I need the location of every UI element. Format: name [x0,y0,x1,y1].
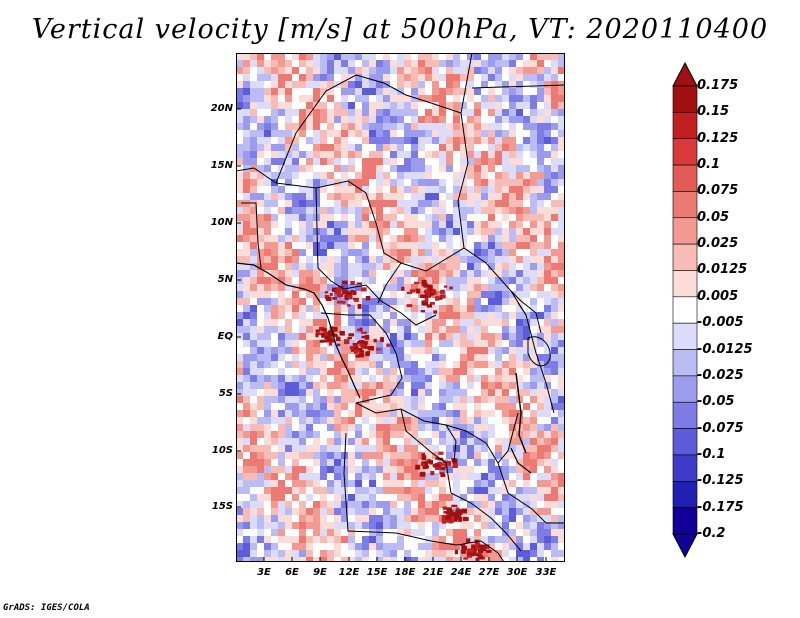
colorbar-bottom-arrow [672,533,698,558]
footer-credit: GrADS: IGES/COLA [3,603,90,613]
colorbar-tick-label: 0.075 [697,183,739,199]
lon-tick-label: 6E [285,567,299,578]
colorbar-swatch [672,401,698,429]
colorbar-swatch [672,507,698,535]
country-borders [236,53,565,562]
lon-tick-label: 27E [478,567,500,578]
colorbar-tick-label: -0.025 [697,367,744,383]
colorbar-tick-label: 0.005 [697,288,739,304]
colorbar-swatch [672,454,698,482]
lat-tick-label: 15N [210,160,233,171]
colorbar-tick-label: -0.0125 [697,341,753,357]
colorbar-tick-label: -0.125 [697,473,744,489]
chart-title: Vertical velocity [m/s] at 500hPa, VT: 2… [31,14,769,45]
lat-tick-label: 20N [210,103,233,114]
map-panel [236,53,565,562]
lon-tick-label: 33E [535,567,557,578]
colorbar-tick-label: -0.005 [697,315,744,331]
colorbar-tick-label: 0.025 [697,236,739,252]
colorbar-swatch [672,270,698,298]
lat-tick-label: 5N [217,274,233,285]
colorbar-tick-label: -0.1 [697,446,726,462]
colorbar-tick-label: -0.175 [697,499,744,515]
lat-tick-label: 5S [218,388,233,399]
colorbar-swatch [672,322,698,350]
colorbar-tick-label: 0.05 [697,209,730,225]
colorbar-swatch [672,138,698,166]
map-frame [236,53,565,562]
colorbar-tick-label: -0.075 [697,420,744,436]
colorbar-swatch [672,191,698,219]
lat-tick-label: 10N [210,217,233,228]
colorbar-tick-label: -0.2 [697,526,726,541]
colorbar [672,62,698,558]
colorbar-swatch [672,85,698,113]
colorbar-tick-label: -0.05 [697,394,735,410]
lat-tick-label: EQ [217,331,233,342]
lon-tick-label: 12E [338,567,360,578]
lat-tick-label: 15S [211,501,233,512]
colorbar-swatch [672,428,698,456]
colorbar-swatch [672,296,698,324]
colorbar-tick-label: 0.0125 [697,262,748,278]
colorbar-tick-label: 0.15 [697,104,730,120]
colorbar-tick-label: 0.1 [697,157,721,173]
colorbar-swatch [672,217,698,245]
lat-tick-label: 10S [211,445,233,456]
colorbar-swatch [672,349,698,377]
colorbar-swatch [672,243,698,271]
lon-tick-label: 24E [450,567,472,578]
colorbar-swatch [672,375,698,403]
vertical-velocity-field [236,53,565,562]
lon-tick-label: 21E [422,567,444,578]
colorbar-tick-label: 0.175 [697,78,739,93]
colorbar-swatch [672,480,698,508]
lon-tick-label: 15E [366,567,388,578]
colorbar-swatch [672,112,698,140]
lon-tick-label: 9E [313,567,327,578]
lon-tick-label: 30E [506,567,528,578]
lon-tick-label: 3E [257,567,271,578]
colorbar-tick-label: 0.125 [697,130,739,146]
lon-tick-label: 18E [394,567,416,578]
colorbar-top-arrow [672,62,698,87]
colorbar-swatch [672,164,698,192]
